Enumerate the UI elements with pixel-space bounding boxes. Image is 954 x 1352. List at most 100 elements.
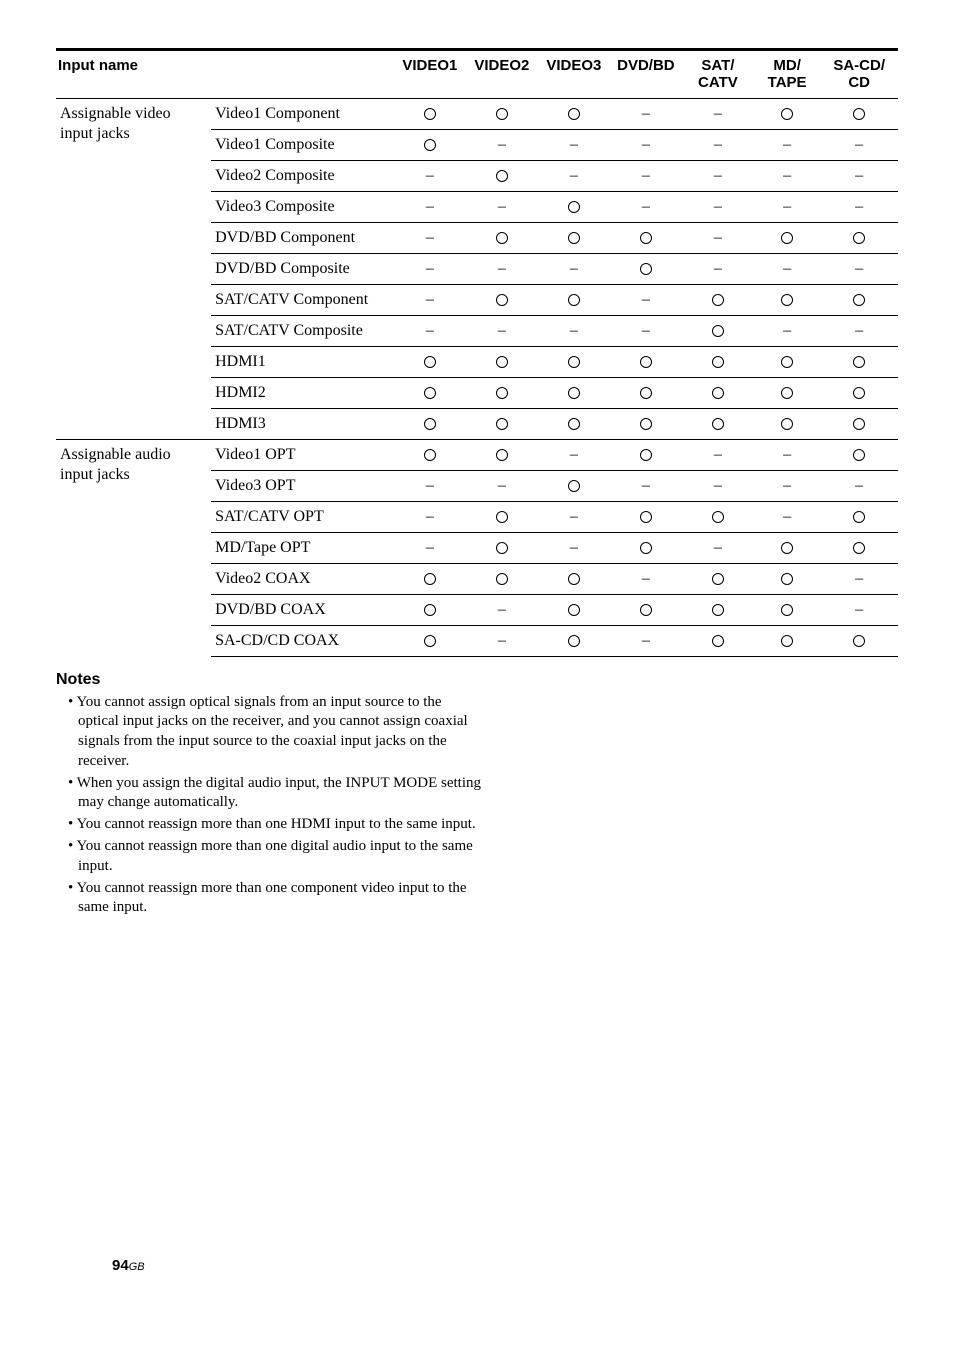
circle-icon bbox=[424, 387, 436, 399]
circle-icon bbox=[568, 635, 580, 647]
circle-icon bbox=[712, 356, 724, 368]
circle-icon bbox=[568, 573, 580, 585]
circle-icon bbox=[568, 356, 580, 368]
table-cell: – bbox=[466, 470, 538, 501]
table-cell: – bbox=[754, 501, 820, 532]
row-label: MD/Tape OPT bbox=[211, 532, 394, 563]
column-header: VIDEO1 bbox=[394, 50, 466, 99]
circle-icon bbox=[424, 139, 436, 151]
table-cell bbox=[466, 439, 538, 470]
circle-icon bbox=[496, 356, 508, 368]
circle-icon bbox=[853, 108, 865, 120]
table-cell bbox=[682, 625, 754, 656]
circle-icon bbox=[424, 573, 436, 585]
circle-icon bbox=[712, 418, 724, 430]
circle-icon bbox=[853, 449, 865, 461]
table-cell: – bbox=[610, 315, 682, 346]
table-cell: – bbox=[682, 222, 754, 253]
circle-icon bbox=[568, 604, 580, 616]
row-label: DVD/BD Composite bbox=[211, 253, 394, 284]
table-cell bbox=[754, 532, 820, 563]
table-cell bbox=[466, 501, 538, 532]
circle-icon bbox=[568, 108, 580, 120]
circle-icon bbox=[781, 635, 793, 647]
circle-icon bbox=[640, 356, 652, 368]
circle-icon bbox=[496, 170, 508, 182]
circle-icon bbox=[712, 635, 724, 647]
table-cell bbox=[820, 346, 898, 377]
circle-icon bbox=[640, 449, 652, 461]
circle-icon bbox=[781, 542, 793, 554]
table-cell bbox=[610, 346, 682, 377]
row-label: Video2 COAX bbox=[211, 563, 394, 594]
table-cell bbox=[820, 408, 898, 439]
table-cell bbox=[538, 284, 610, 315]
table-cell bbox=[754, 284, 820, 315]
circle-icon bbox=[424, 108, 436, 120]
circle-icon bbox=[568, 387, 580, 399]
table-cell bbox=[610, 408, 682, 439]
notes-item: You cannot assign optical signals from a… bbox=[68, 693, 486, 772]
circle-icon bbox=[712, 573, 724, 585]
table-cell bbox=[754, 346, 820, 377]
table-cell bbox=[754, 625, 820, 656]
table-cell bbox=[394, 408, 466, 439]
table-cell: – bbox=[466, 594, 538, 625]
row-label: Video2 Composite bbox=[211, 160, 394, 191]
table-cell bbox=[538, 191, 610, 222]
table-cell: – bbox=[610, 563, 682, 594]
row-label: Video3 OPT bbox=[211, 470, 394, 501]
notes-item: You cannot reassign more than one compon… bbox=[68, 879, 486, 919]
notes-item: When you assign the digital audio input,… bbox=[68, 774, 486, 814]
table-cell: – bbox=[754, 439, 820, 470]
table-cell: – bbox=[610, 129, 682, 160]
table-cell bbox=[538, 563, 610, 594]
table-cell: – bbox=[754, 191, 820, 222]
table-cell bbox=[538, 408, 610, 439]
table-cell: – bbox=[610, 160, 682, 191]
circle-icon bbox=[640, 511, 652, 523]
table-cell: – bbox=[682, 160, 754, 191]
table-cell: – bbox=[610, 625, 682, 656]
table-cell bbox=[754, 222, 820, 253]
table-cell: – bbox=[820, 191, 898, 222]
circle-icon bbox=[568, 418, 580, 430]
table-cell bbox=[820, 284, 898, 315]
table-cell bbox=[610, 532, 682, 563]
page-number-value: 94 bbox=[112, 1257, 129, 1274]
circle-icon bbox=[712, 294, 724, 306]
table-cell bbox=[682, 563, 754, 594]
table-cell: – bbox=[538, 532, 610, 563]
circle-icon bbox=[496, 573, 508, 585]
row-label: DVD/BD Component bbox=[211, 222, 394, 253]
table-cell: – bbox=[538, 160, 610, 191]
table-cell: – bbox=[538, 315, 610, 346]
column-header: Input name bbox=[56, 50, 211, 99]
circle-icon bbox=[853, 542, 865, 554]
table-cell: – bbox=[820, 253, 898, 284]
table-cell: – bbox=[394, 501, 466, 532]
table-cell bbox=[538, 470, 610, 501]
circle-icon bbox=[640, 232, 652, 244]
table-cell: – bbox=[394, 222, 466, 253]
table-cell bbox=[682, 501, 754, 532]
table-cell: – bbox=[610, 470, 682, 501]
table-cell bbox=[394, 129, 466, 160]
table-cell: – bbox=[682, 129, 754, 160]
table-cell bbox=[682, 594, 754, 625]
table-cell bbox=[610, 222, 682, 253]
table-cell: – bbox=[394, 191, 466, 222]
table-cell: – bbox=[538, 501, 610, 532]
table-cell: – bbox=[820, 129, 898, 160]
circle-icon bbox=[496, 108, 508, 120]
row-label: Video3 Composite bbox=[211, 191, 394, 222]
table-cell: – bbox=[754, 315, 820, 346]
table-cell bbox=[466, 160, 538, 191]
table-cell bbox=[682, 346, 754, 377]
circle-icon bbox=[496, 418, 508, 430]
table-cell: – bbox=[610, 98, 682, 129]
table-cell bbox=[610, 594, 682, 625]
table-cell bbox=[394, 98, 466, 129]
circle-icon bbox=[424, 356, 436, 368]
table-cell: – bbox=[682, 470, 754, 501]
